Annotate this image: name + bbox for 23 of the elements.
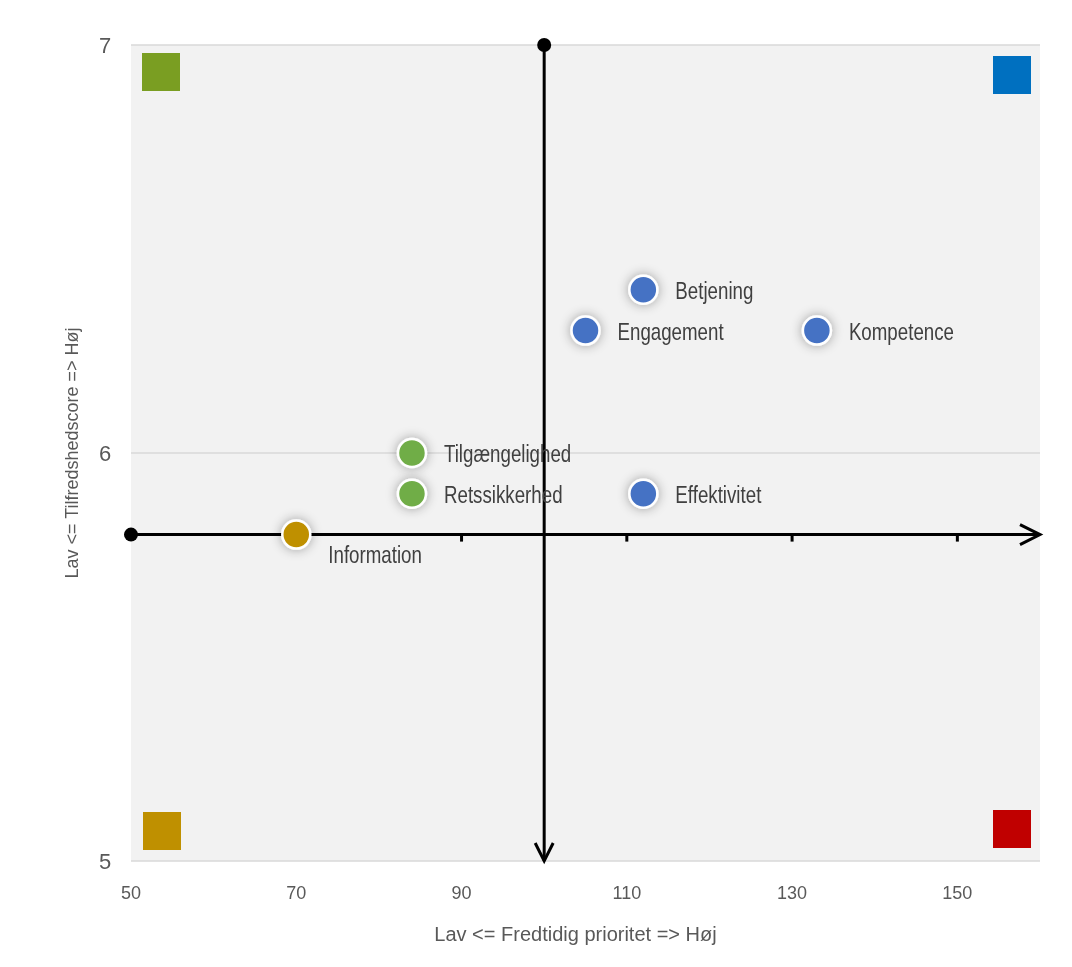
annotation: Betjening [675, 277, 754, 305]
x-tick-label: 90 [451, 883, 472, 903]
point [396, 478, 428, 510]
point [281, 519, 312, 550]
point [628, 274, 659, 306]
x-tick-label: 70 [286, 883, 307, 903]
x-tick-label: 130 [777, 883, 808, 903]
x-tick-label: 110 [612, 883, 642, 903]
point [570, 315, 601, 346]
x-tick-label: 50 [120, 883, 142, 903]
annotation: Effektivitet [675, 481, 762, 509]
y-tick-label: 7 [98, 33, 112, 58]
x-tick-label: 150 [942, 883, 973, 903]
point [628, 478, 659, 510]
annotation: Engagement [617, 318, 724, 346]
annotation: Kompetence [848, 318, 954, 346]
y-axis-title: Lav <= Tilfredshedscore => Høj [62, 327, 82, 579]
point [801, 315, 833, 346]
y-tick-label: 5 [98, 849, 112, 874]
annotation: Information [328, 541, 422, 569]
point [396, 437, 428, 469]
x-axis-title: Lav <= Fredtidig prioritet => Høj [434, 923, 717, 945]
y-tick-label: 6 [98, 441, 112, 466]
